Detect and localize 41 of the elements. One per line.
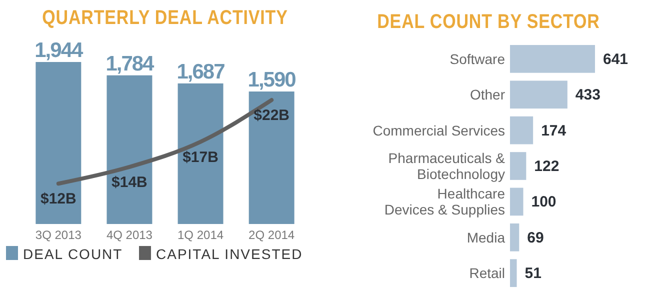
data-label: 174 [541, 122, 567, 140]
bar [510, 259, 517, 287]
data-label: 51 [524, 265, 542, 282]
data-label: 1,590 [248, 68, 296, 92]
bar [106, 75, 152, 224]
y-tick-label: Healthcare Devices & Supplies [384, 186, 506, 218]
bar [248, 92, 294, 224]
data-label: 100 [531, 194, 556, 211]
data-label: 1,784 [106, 52, 155, 76]
data-label: 641 [603, 50, 628, 68]
legend-label: DEAL COUNT [23, 246, 123, 262]
x-tick-label: 4Q 2013 [106, 228, 153, 242]
y-tick-label: Software [450, 50, 506, 67]
data-label: 1,944 [34, 39, 84, 62]
bar [510, 80, 568, 109]
bar [36, 62, 82, 224]
chart-title: QUARTERLY DEAL ACTIVITY [42, 6, 288, 28]
y-tick-label: Pharmaceuticals & Biotechnology [388, 150, 506, 182]
bar [510, 223, 520, 252]
y-tick-label: Other [470, 86, 506, 103]
bar [510, 188, 524, 216]
y-tick-label: Retail [469, 265, 505, 282]
y-tick-label: Commercial Services [372, 122, 505, 138]
data-label: $22B [254, 107, 290, 124]
data-label: 433 [575, 86, 600, 104]
bar [178, 83, 224, 224]
data-label: $12B [40, 190, 77, 208]
x-tick-label: 2Q 2014 [248, 228, 295, 242]
data-label: 69 [527, 229, 544, 246]
data-label: $14B [112, 174, 148, 191]
legend-label: CAPITAL INVESTED [156, 246, 303, 262]
data-label: $17B [182, 148, 219, 166]
y-tick-label: Media [466, 229, 506, 246]
bar [510, 45, 595, 73]
x-tick-label: 3Q 2013 [35, 228, 82, 242]
data-label: 122 [534, 158, 560, 175]
data-label: 1,687 [176, 60, 225, 84]
chart-title: DEAL COUNT BY SECTOR [377, 10, 600, 32]
bar [510, 152, 526, 180]
x-tick-label: 1Q 2014 [178, 228, 224, 242]
bar [510, 116, 534, 144]
